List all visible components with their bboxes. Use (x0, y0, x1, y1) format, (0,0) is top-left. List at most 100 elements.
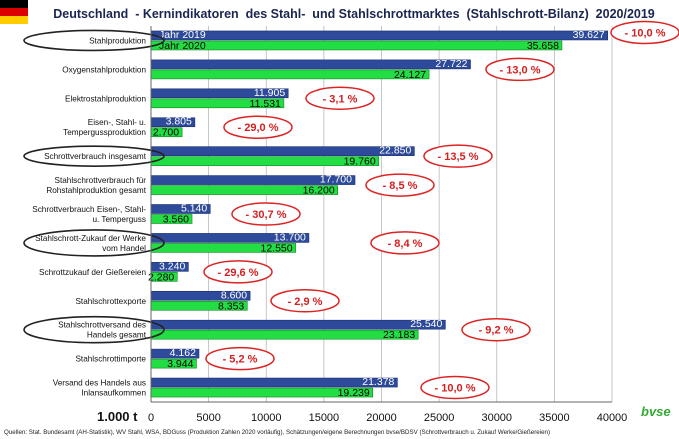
bar-2019 (150, 146, 415, 156)
category-label: Schrottzukauf der Gießereien (39, 268, 146, 277)
x-tick-label: 30000 (481, 412, 512, 424)
x-tick-label: 15000 (309, 412, 340, 424)
change-ellipse (305, 86, 375, 111)
change-label: - 2,9 % (288, 296, 323, 308)
change-label: - 3,1 % (323, 93, 358, 105)
value-label-2020: 23.183 (383, 329, 415, 341)
value-label-2020: 16.200 (303, 185, 335, 197)
change-ellipse (610, 20, 679, 45)
category-label: Handels gesamt (87, 331, 147, 340)
value-label-2020: 35.658 (527, 40, 559, 52)
unit-label: 1.000 t (97, 409, 138, 424)
change-annotations: - 10,0 % - 13,0 % - 3,1 % - 29,0 % - 13,5 % -… (203, 20, 679, 400)
bvse-logo: bvse (641, 404, 671, 419)
value-label-2020: 11.531 (250, 98, 281, 110)
change-ellipse (205, 346, 275, 371)
x-tick-label: 25000 (424, 412, 455, 424)
change-label: - 5,2 % (223, 354, 258, 366)
change-ellipse (461, 317, 531, 342)
change-ellipse (485, 57, 555, 82)
category-label: Schrottverbrauch insgesamt (44, 152, 147, 161)
x-tick-label: 5000 (196, 412, 220, 424)
value-label-2019: 11.905 (254, 87, 285, 99)
category-label: u. Temperguss (92, 215, 146, 224)
value-label-2019: 8.600 (221, 289, 247, 301)
category-label: Tempergussproduktion (63, 128, 146, 137)
category-highlight-ellipse (23, 145, 165, 167)
germany-flag-icon (0, 0, 28, 24)
bar-2020 (150, 329, 419, 340)
source-note: Quellen: Stat. Bundesamt (AH-Statistik),… (4, 429, 550, 436)
bar-2019 (150, 377, 398, 388)
x-axis: 0 5000 10000 15000 20000 25000 30000 35000 40000 (148, 26, 627, 424)
value-label-2019: 3.805 (166, 116, 192, 128)
category-label: Stahlschrottverbrauch für (55, 176, 147, 185)
change-ellipse (370, 231, 440, 255)
value-label-2020: 3.560 (163, 214, 189, 226)
change-ellipse (223, 115, 293, 139)
bar-2020 (150, 69, 430, 80)
category-label: Stahlproduktion (89, 36, 146, 45)
value-label-2019: 22.850 (379, 145, 411, 157)
bar-2019 (150, 59, 471, 70)
category-label: Rohstahlproduktion gesamt (46, 186, 146, 195)
value-label-2020: 2.700 (153, 127, 179, 139)
change-ellipse (420, 375, 490, 400)
category-label: Stahlschrott-Zukauf der Werke (35, 234, 146, 243)
value-label-2020: 2.280 (148, 271, 174, 283)
category-label: Elektrostahlproduktion (65, 94, 146, 103)
value-label-2019: 4.162 (170, 347, 196, 359)
grid (150, 26, 613, 402)
bar-2019 (150, 30, 609, 41)
value-label-2020: 12.550 (261, 242, 293, 254)
category-label: Stahlschrottimporte (75, 355, 146, 364)
category-label: Stahlschrottexporte (75, 297, 146, 306)
value-label-2020: 19.760 (344, 156, 376, 168)
value-label-2020: 19.239 (338, 387, 370, 399)
category-highlight-ellipse (23, 29, 165, 52)
change-label: - 30,7 % (246, 209, 287, 221)
change-label: - 13,0 % (500, 64, 541, 76)
change-label: - 10,0 % (435, 383, 476, 395)
category-label: Versand des Handels aus (53, 379, 146, 388)
value-label-2019: 25.540 (410, 318, 442, 330)
change-label: - 8,4 % (388, 238, 423, 250)
change-label: - 8,5 % (383, 180, 418, 192)
change-ellipse (270, 289, 340, 313)
bar-2019 (150, 319, 446, 330)
value-label-2020: 8.353 (218, 300, 244, 312)
value-label-2019: 5.140 (181, 203, 207, 215)
change-ellipse (203, 260, 273, 284)
category-highlight-ellipse (23, 229, 165, 257)
category-label: Oxygenstahlproduktion (62, 65, 146, 74)
change-label: - 29,0 % (238, 122, 279, 134)
value-label-2020: 24.127 (394, 69, 426, 81)
change-ellipse (365, 173, 435, 197)
value-label-2020: 3.944 (167, 358, 193, 370)
change-label: - 29,6 % (218, 267, 259, 279)
value-label-2019: 17.700 (320, 174, 352, 186)
x-tick-label: 35000 (539, 412, 570, 424)
category-label: Inlansaufkommen (81, 389, 146, 398)
series-label-2019: Jahr 2019 (159, 29, 206, 41)
value-label-2019: 27.722 (435, 58, 467, 70)
value-label-2019: 21.378 (362, 376, 394, 388)
bar-2020 (150, 40, 563, 51)
value-label-2019: 3.240 (159, 260, 185, 272)
x-tick-label: 20000 (366, 412, 397, 424)
chart-title: Deutschland - Kernindikatoren des Stahl-… (53, 7, 655, 21)
x-tick-label: 0 (148, 412, 154, 424)
change-ellipse (231, 202, 301, 226)
value-label-2019: 39.627 (573, 29, 605, 41)
category-label: Eisen-, Stahl- u. (88, 118, 146, 127)
category-labels: Stahlproduktion Oxygenstahlproduktion Elek… (23, 29, 165, 398)
x-tick-label: 10000 (251, 412, 282, 424)
change-label: - 13,5 % (438, 151, 479, 163)
category-label: Stahlschrottversand des (58, 321, 146, 330)
x-tick-label: 40000 (597, 412, 628, 424)
change-label: - 9,2 % (479, 325, 514, 337)
change-ellipse (423, 144, 493, 168)
